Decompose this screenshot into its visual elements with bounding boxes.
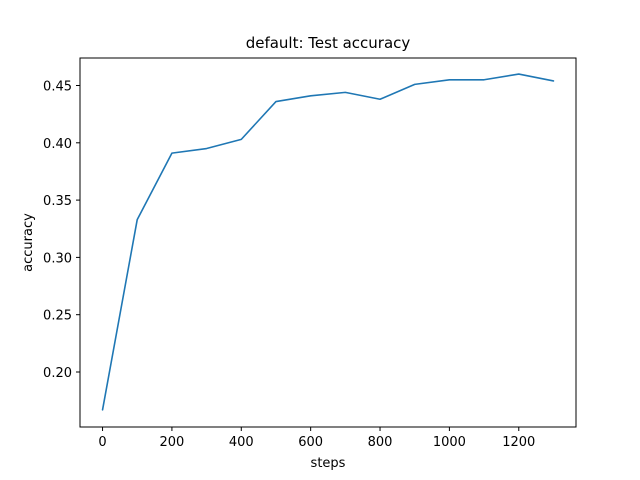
series-line-0 [101, 73, 555, 411]
axes-frame [79, 57, 577, 428]
x-axis-label: steps [311, 456, 346, 471]
x-tick-label: 800 [368, 435, 393, 450]
x-tick-label: 600 [298, 435, 323, 450]
y-tick-label: 0.40 [43, 137, 72, 152]
x-axis-ticks: 0 200 400 600 800 1000 1200 [98, 427, 535, 450]
y-tick-label: 0.35 [43, 194, 72, 209]
y-tick-label: 0.20 [43, 366, 72, 381]
x-tick-label: 1200 [502, 435, 535, 450]
y-tick-label: 0.30 [43, 251, 72, 266]
x-tick-label: 0 [98, 435, 106, 450]
y-tick-label: 0.25 [43, 309, 72, 324]
x-tick-label: 200 [160, 435, 185, 450]
y-tick-label: 0.45 [43, 80, 72, 95]
y-axis-ticks: 0.20 0.25 0.30 0.35 0.40 0.45 [43, 80, 80, 381]
x-tick-label: 400 [229, 435, 254, 450]
x-tick-label: 1000 [433, 435, 466, 450]
series-layer [101, 73, 555, 411]
y-axis-label: accuracy [21, 213, 36, 272]
chart-title: default: Test accuracy [246, 34, 411, 52]
